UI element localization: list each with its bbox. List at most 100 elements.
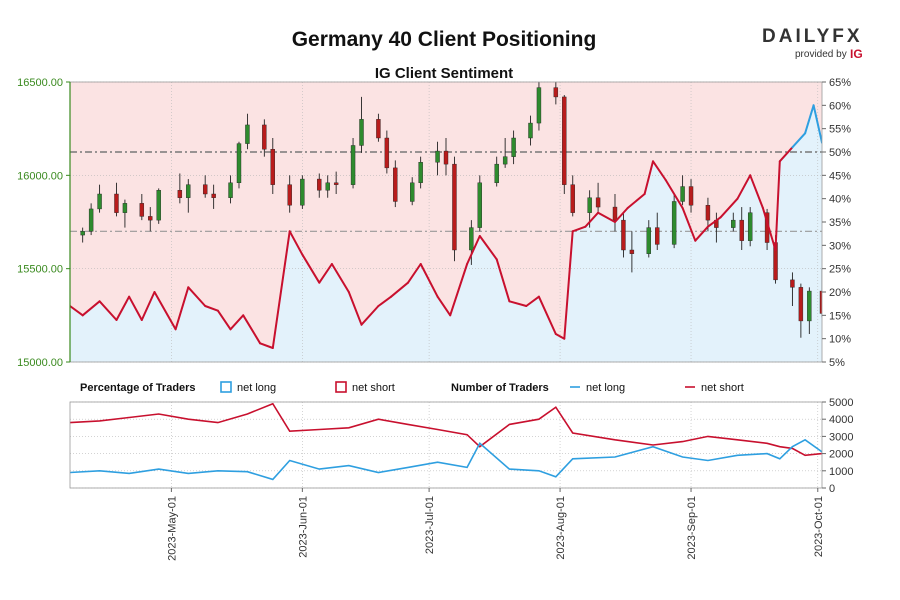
- price-candle: [245, 113, 250, 150]
- date-tick-label: 2023-May-01: [166, 496, 178, 561]
- candle-body: [97, 193, 102, 210]
- sentiment-segment: [153, 291, 177, 331]
- dailyfx-logo: DAILYFX provided by IG: [762, 26, 863, 61]
- sentiment-segment: [719, 197, 739, 219]
- price-candle: [300, 175, 305, 209]
- sentiment-segment: [187, 286, 207, 307]
- sentiment-segment: [466, 235, 481, 265]
- price-candle: [333, 171, 339, 194]
- candle-body: [300, 178, 305, 206]
- logo-brand: IG: [850, 47, 863, 61]
- price-candle: [177, 173, 183, 204]
- candle-body: [629, 249, 635, 254]
- date-tick-label: 2023-Jun-01: [297, 496, 309, 558]
- price-candle: [553, 82, 559, 105]
- candle-body: [376, 119, 381, 139]
- traders-panel: 0 1000 2000 3000 4000 5000 2023-May-01 2023-Ju…: [69, 397, 853, 561]
- price-candle: [393, 160, 398, 208]
- sentiment-segment: [377, 295, 393, 307]
- candle-body: [177, 190, 183, 198]
- sentiment-segment: [174, 286, 190, 331]
- sentiment-segment: [804, 104, 815, 135]
- candle-body: [790, 279, 795, 288]
- logo-tagline: provided by: [795, 49, 847, 60]
- price-tick-label: 16000.00: [17, 170, 63, 182]
- price-candle: [798, 283, 804, 338]
- price-candle: [186, 179, 191, 213]
- candle-body: [211, 193, 216, 198]
- price-candle: [236, 141, 242, 189]
- price-candle: [739, 207, 744, 250]
- price-candle: [148, 207, 153, 232]
- price-candle: [731, 212, 736, 232]
- sentiment-segment: [242, 314, 262, 345]
- price-candle: [443, 138, 449, 176]
- sentiment-segment: [216, 309, 232, 331]
- candle-body: [287, 184, 292, 206]
- candle-body: [705, 204, 711, 221]
- candle-body: [122, 203, 128, 213]
- sentiment-segment: [347, 291, 363, 326]
- price-tick-label: 15500.00: [17, 264, 63, 276]
- pct-tick-label: 5%: [829, 357, 845, 369]
- sentiment-segment: [229, 314, 245, 331]
- price-candle: [156, 188, 161, 224]
- date-axis-ticks: 2023-May-01 2023-Jun-01 2023-Jul-01 2023-Au…: [166, 488, 825, 561]
- candle-body: [688, 186, 694, 206]
- sentiment-segment: [271, 230, 291, 349]
- candle-body: [350, 145, 356, 185]
- sentiment-segment: [478, 235, 498, 261]
- sentiment-segment: [584, 211, 600, 228]
- price-candle: [469, 220, 474, 265]
- chart-subtitle: IG Client Sentiment: [375, 65, 513, 82]
- legend-number-long-label: net long: [586, 382, 625, 394]
- traders-long-line: [70, 438, 822, 481]
- sentiment-segment: [664, 179, 684, 209]
- price-candle: [325, 175, 330, 198]
- traders-tick-label: 1000: [829, 466, 853, 478]
- sentiment-segment: [571, 225, 587, 233]
- price-candle: [139, 194, 145, 221]
- legend-short-box: [335, 381, 347, 393]
- sentiment-segment: [554, 333, 566, 340]
- price-candle: [384, 130, 390, 174]
- pct-axis-ticks: 5% 10% 15% 20% 25% 30% 35% 40% 45% 50% 55% 60% 65%: [822, 77, 851, 369]
- traders-short-line: [70, 402, 822, 457]
- pct-tick-label: 15%: [829, 310, 851, 322]
- sentiment-line: [70, 104, 822, 349]
- candle-body: [236, 143, 242, 184]
- price-tick-label: 16500.00: [17, 77, 63, 89]
- candle-body: [570, 184, 575, 213]
- candle-body: [655, 227, 660, 245]
- candle-body: [536, 87, 542, 124]
- price-candle: [807, 287, 812, 334]
- price-candle: [502, 138, 508, 168]
- sentiment-segment: [774, 160, 781, 251]
- candle-body: [88, 208, 94, 232]
- sentiment-segment: [537, 295, 557, 335]
- price-candle: [511, 130, 516, 165]
- price-tick-label: 15000.00: [17, 357, 63, 369]
- pct-tick-label: 30%: [829, 240, 851, 252]
- legend-short-label: net short: [352, 382, 395, 394]
- pct-tick-label: 35%: [829, 217, 851, 229]
- candle-body: [148, 216, 153, 221]
- sentiment-segment: [98, 300, 118, 321]
- long-zone: [70, 105, 822, 362]
- sentiment-segment: [626, 193, 646, 209]
- candle-body: [731, 219, 736, 228]
- candle-body: [739, 219, 744, 241]
- sentiment-segment: [791, 132, 807, 149]
- price-candle: [114, 182, 119, 217]
- candle-body: [612, 206, 618, 221]
- candle-body: [262, 124, 267, 150]
- sentiment-segment: [407, 263, 422, 284]
- sentiment-segment: [390, 281, 409, 298]
- price-candle: [646, 220, 651, 258]
- sentiment-segment: [495, 258, 511, 303]
- pct-tick-label: 10%: [829, 334, 851, 346]
- sentiment-segment: [449, 263, 469, 317]
- candle-body: [494, 163, 499, 183]
- sentiment-segment: [128, 295, 143, 321]
